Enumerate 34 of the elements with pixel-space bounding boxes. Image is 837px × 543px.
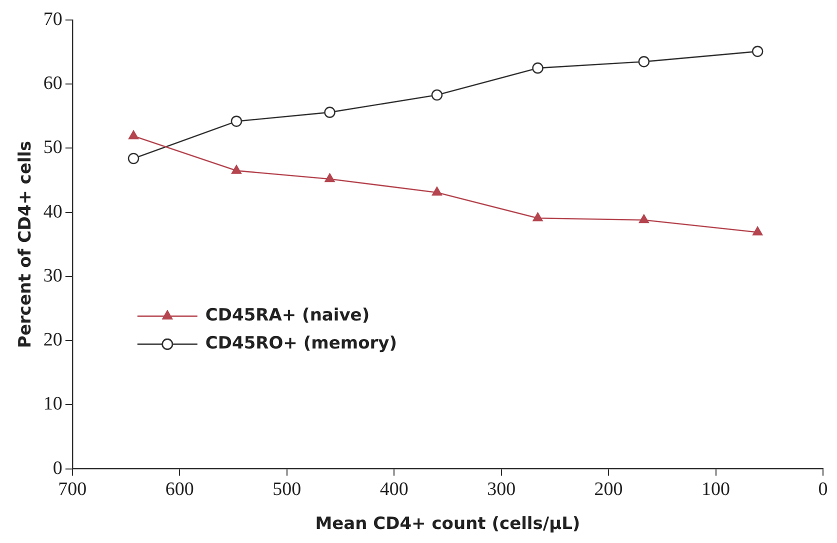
point [638, 56, 650, 68]
y-tick-label: 40 [43, 201, 62, 222]
y-tick-label: 30 [43, 265, 62, 286]
point [532, 62, 544, 74]
y-tick-label: 0 [52, 458, 62, 479]
x-tick-label: 600 [165, 479, 194, 500]
x-tick-label: 300 [487, 479, 516, 500]
legend-label: CD45RO+ (memory) [205, 334, 397, 354]
x-tick-label: 700 [58, 479, 87, 500]
x-axis-title: Mean CD4+ count (cells/µL) [315, 514, 580, 534]
point [532, 212, 543, 222]
point [752, 46, 764, 58]
x-tick-label: 400 [380, 479, 408, 500]
x-tick-label: 500 [272, 479, 302, 500]
point [431, 89, 443, 101]
point [752, 226, 763, 236]
y-tick-label: 20 [43, 330, 62, 351]
point [638, 214, 649, 224]
y-axis-title: Percent of CD4+ cells [16, 140, 36, 348]
y-tick-label: 50 [43, 137, 62, 158]
point [128, 152, 140, 164]
point [231, 165, 242, 174]
point [324, 173, 335, 182]
point [128, 130, 138, 140]
y-tick-label: 70 [43, 8, 62, 30]
x-tick-label: 100 [702, 479, 730, 500]
y-tick-label: 60 [43, 73, 62, 94]
point [432, 186, 442, 196]
point [324, 106, 336, 118]
point [230, 116, 242, 127]
x-tick-label: 0 [818, 479, 828, 500]
x-tick-label: 200 [594, 479, 623, 500]
legend-label: CD45RA+ (naive) [205, 306, 370, 326]
y-tick-label: 10 [43, 394, 62, 415]
